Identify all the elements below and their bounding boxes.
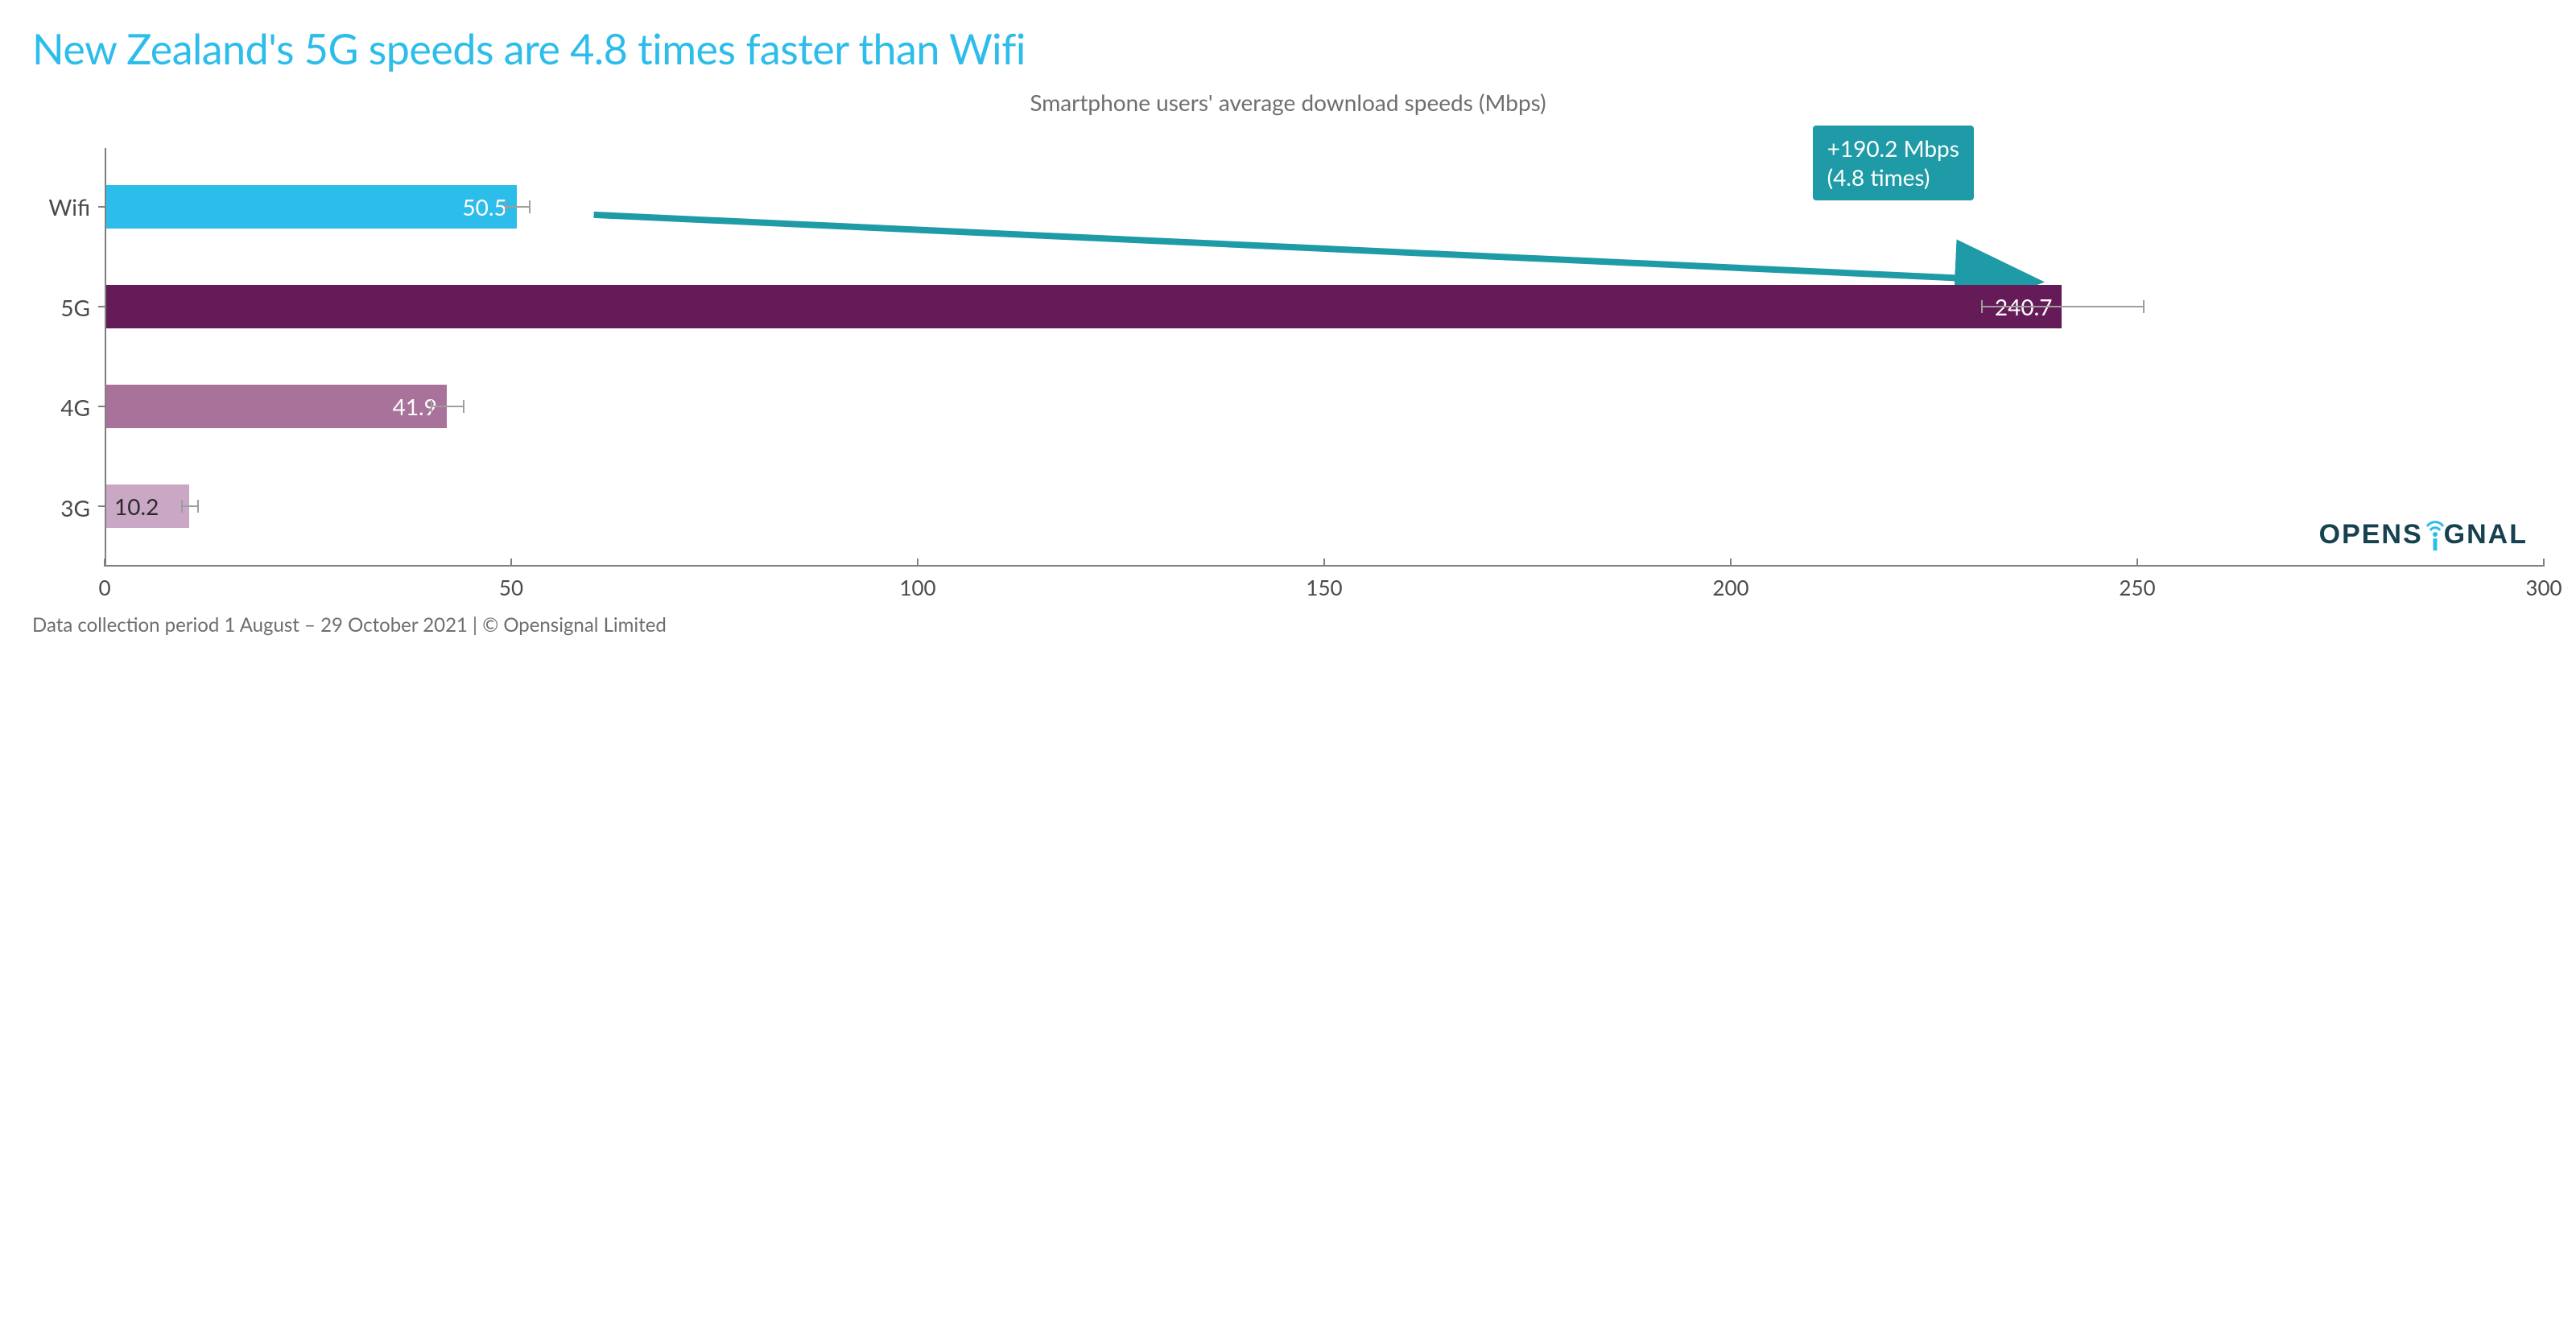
x-tick-mark — [510, 559, 512, 567]
y-tick-mark — [98, 505, 106, 507]
error-cap — [1981, 300, 1983, 313]
error-cap — [431, 400, 432, 413]
y-tick-mark — [98, 206, 106, 208]
x-tick-mark — [104, 559, 105, 567]
bar: 240.7 — [106, 285, 2062, 328]
callout-line-1: +190.2 Mbps — [1827, 134, 1959, 163]
x-tick-label: 250 — [2119, 575, 2155, 600]
bar: 50.5 — [106, 185, 517, 229]
error-cap — [529, 200, 530, 213]
x-tick-mark — [917, 559, 919, 567]
error-cap — [2143, 300, 2145, 313]
callout-box: +190.2 Mbps (4.8 times) — [1813, 126, 1974, 200]
x-tick-label: 50 — [499, 575, 523, 600]
x-tick-label: 100 — [899, 575, 935, 600]
error-bar — [505, 206, 529, 208]
chart-footer: Data collection period 1 August – 29 Oct… — [32, 613, 2544, 637]
x-axis-ticks: 050100150200250300 — [105, 567, 2544, 607]
y-axis-labels: Wifi 5G 4G 3G — [32, 148, 105, 567]
plot-area: +190.2 Mbps (4.8 times) OPENS GNAL 50.52… — [105, 148, 2544, 567]
error-cap — [197, 500, 199, 513]
y-tick-mark — [98, 406, 106, 407]
y-axis-label: 5G — [60, 294, 90, 321]
y-axis-label: Wifi — [48, 193, 90, 221]
x-tick-label: 0 — [98, 575, 110, 600]
y-tick-mark — [98, 306, 106, 307]
logo-text-right: GNAL — [2444, 519, 2528, 550]
error-bar — [181, 505, 197, 507]
error-cap — [463, 400, 464, 413]
x-tick-label: 200 — [1712, 575, 1748, 600]
x-tick-label: 150 — [1306, 575, 1342, 600]
chart-title: New Zealand's 5G speeds are 4.8 times fa… — [32, 24, 2544, 74]
opensignal-logo: OPENS GNAL — [2319, 518, 2528, 550]
y-axis-label: 3G — [60, 494, 90, 522]
bar-value-label: 10.2 — [111, 493, 180, 520]
x-tick-label: 300 — [2525, 575, 2562, 600]
error-bar — [1981, 306, 2144, 307]
chart-subtitle: Smartphone users' average download speed… — [32, 89, 2544, 116]
logo-text-left: OPENS — [2319, 519, 2423, 550]
x-tick-mark — [1323, 559, 1325, 567]
error-cap — [181, 500, 183, 513]
error-bar — [431, 406, 463, 407]
error-cap — [505, 200, 506, 213]
bar: 41.9 — [106, 385, 447, 428]
chart-container: Wifi 5G 4G 3G +190.2 Mbps (4.8 times) OPENS… — [32, 148, 2544, 607]
chart-plot-row: Wifi 5G 4G 3G +190.2 Mbps (4.8 times) OPENS… — [32, 148, 2544, 567]
bar: 10.2 — [106, 484, 189, 528]
y-axis-label: 4G — [60, 394, 90, 421]
x-tick-mark — [2136, 559, 2138, 567]
bar-value-label: 50.5 — [462, 193, 506, 221]
x-tick-mark — [1730, 559, 1732, 567]
x-tick-mark — [2543, 559, 2545, 567]
logo-signal-icon — [2425, 518, 2442, 550]
callout-line-2: (4.8 times) — [1827, 163, 1959, 192]
